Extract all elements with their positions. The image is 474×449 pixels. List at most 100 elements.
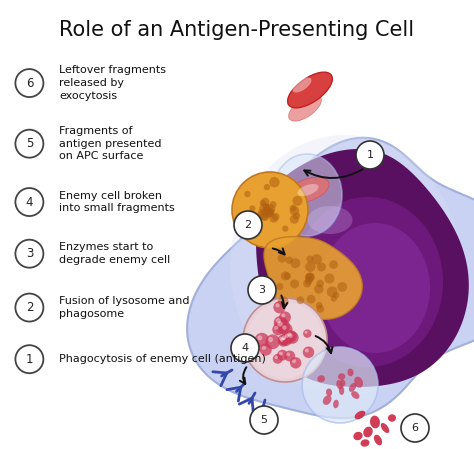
Circle shape <box>327 286 337 297</box>
Circle shape <box>316 280 324 287</box>
Circle shape <box>275 303 280 308</box>
Text: 1: 1 <box>366 150 374 160</box>
Polygon shape <box>256 149 469 387</box>
Circle shape <box>281 272 290 281</box>
Text: 4: 4 <box>241 343 248 353</box>
Circle shape <box>279 337 283 340</box>
Circle shape <box>356 141 384 169</box>
Circle shape <box>290 357 301 369</box>
Text: Enemy cell broken
into small fragments: Enemy cell broken into small fragments <box>59 191 175 213</box>
Circle shape <box>272 324 284 335</box>
Circle shape <box>291 258 301 268</box>
Circle shape <box>284 273 291 280</box>
Circle shape <box>260 200 266 206</box>
Circle shape <box>303 280 311 287</box>
Circle shape <box>280 338 283 342</box>
Circle shape <box>286 331 299 344</box>
Circle shape <box>303 330 311 338</box>
Circle shape <box>282 326 287 330</box>
Ellipse shape <box>374 435 382 445</box>
Circle shape <box>267 207 274 215</box>
Circle shape <box>285 330 297 342</box>
Circle shape <box>290 215 299 224</box>
Ellipse shape <box>338 373 345 380</box>
Circle shape <box>264 208 273 217</box>
Circle shape <box>277 321 283 326</box>
Ellipse shape <box>381 423 389 433</box>
Circle shape <box>248 276 276 304</box>
Circle shape <box>263 207 273 218</box>
Ellipse shape <box>347 369 354 376</box>
Circle shape <box>247 302 323 378</box>
Ellipse shape <box>230 135 460 395</box>
Circle shape <box>329 260 338 269</box>
Ellipse shape <box>339 386 344 395</box>
Circle shape <box>244 213 251 220</box>
Ellipse shape <box>388 414 396 422</box>
Circle shape <box>257 209 266 218</box>
Circle shape <box>276 283 283 290</box>
Ellipse shape <box>336 380 343 389</box>
Circle shape <box>231 334 259 362</box>
Circle shape <box>278 254 286 263</box>
Circle shape <box>269 214 278 223</box>
Circle shape <box>292 359 296 363</box>
Ellipse shape <box>272 154 342 236</box>
Ellipse shape <box>326 388 332 396</box>
Circle shape <box>265 335 280 349</box>
Circle shape <box>262 346 266 350</box>
Circle shape <box>278 336 289 347</box>
Circle shape <box>249 205 255 211</box>
Circle shape <box>15 188 44 216</box>
Circle shape <box>277 335 288 345</box>
Circle shape <box>273 316 287 330</box>
Circle shape <box>268 337 273 342</box>
Circle shape <box>306 255 313 263</box>
Circle shape <box>274 356 278 359</box>
Circle shape <box>279 352 283 356</box>
Circle shape <box>264 184 270 190</box>
Circle shape <box>305 262 316 272</box>
Circle shape <box>337 282 347 292</box>
Circle shape <box>250 406 278 434</box>
Circle shape <box>401 414 429 442</box>
Circle shape <box>306 273 315 282</box>
Circle shape <box>15 240 44 268</box>
Circle shape <box>306 275 313 283</box>
Polygon shape <box>264 237 362 319</box>
Circle shape <box>259 203 270 214</box>
Ellipse shape <box>323 395 331 405</box>
Circle shape <box>270 201 277 208</box>
Text: 5: 5 <box>261 415 267 425</box>
Ellipse shape <box>287 177 329 203</box>
Circle shape <box>15 69 44 97</box>
Circle shape <box>316 305 324 313</box>
Circle shape <box>243 298 327 382</box>
Text: 2: 2 <box>245 220 252 230</box>
Circle shape <box>269 177 280 187</box>
Circle shape <box>293 212 301 220</box>
Circle shape <box>276 318 281 323</box>
Circle shape <box>261 198 269 207</box>
Circle shape <box>257 335 262 340</box>
Circle shape <box>263 204 269 210</box>
Ellipse shape <box>361 439 370 447</box>
Ellipse shape <box>354 432 363 440</box>
Circle shape <box>316 302 323 309</box>
Circle shape <box>15 130 44 158</box>
Circle shape <box>324 273 335 283</box>
Text: Leftover fragments
released by
exocytosis: Leftover fragments released by exocytosi… <box>59 65 166 101</box>
Circle shape <box>288 334 293 338</box>
Text: 5: 5 <box>26 137 33 150</box>
Circle shape <box>15 345 44 373</box>
Circle shape <box>333 292 339 299</box>
Circle shape <box>275 319 290 334</box>
Circle shape <box>234 211 262 239</box>
Ellipse shape <box>320 223 430 353</box>
Circle shape <box>260 212 269 221</box>
Circle shape <box>305 277 312 285</box>
Text: Role of an Antigen-Presenting Cell: Role of an Antigen-Presenting Cell <box>59 20 415 40</box>
Circle shape <box>264 204 275 215</box>
Circle shape <box>283 331 295 343</box>
Circle shape <box>273 354 283 364</box>
